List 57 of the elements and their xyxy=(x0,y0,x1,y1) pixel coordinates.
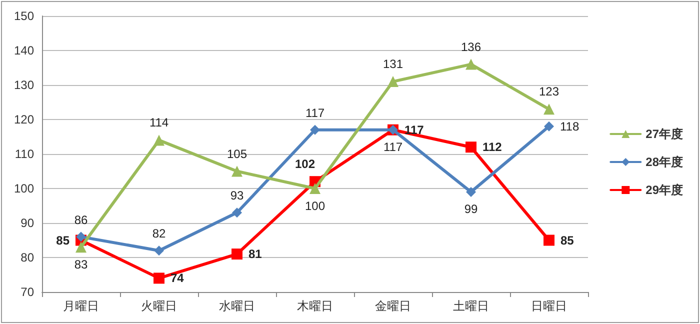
legend-label: 28年度 xyxy=(646,155,684,169)
data-label: 86 xyxy=(74,212,88,227)
data-label: 82 xyxy=(152,226,166,241)
data-label: 102 xyxy=(294,157,316,172)
point xyxy=(232,166,242,177)
point xyxy=(154,272,164,284)
x-tick-label: 土曜日 xyxy=(453,299,489,313)
point xyxy=(232,248,242,260)
x-tick-label: 金曜日 xyxy=(375,299,411,313)
point xyxy=(310,183,320,194)
point xyxy=(544,104,554,115)
data-label: 85 xyxy=(560,233,574,248)
data-label: 112 xyxy=(482,140,502,154)
data-label: 99 xyxy=(464,202,478,216)
y-tick-label: 90 xyxy=(20,216,34,230)
data-label: 117 xyxy=(383,140,403,154)
y-tick-label: 130 xyxy=(14,78,34,92)
point xyxy=(388,76,398,88)
y-tick-label: 120 xyxy=(14,112,34,126)
data-label: 118 xyxy=(560,119,580,134)
data-label: 117 xyxy=(305,106,325,120)
y-tick-label: 70 xyxy=(20,285,34,299)
point xyxy=(154,246,164,256)
data-label: 131 xyxy=(382,57,404,72)
data-label: 85 xyxy=(56,233,70,248)
y-tick-label: 100 xyxy=(14,182,34,196)
data-label: 100 xyxy=(304,199,326,213)
legend-label: 29年度 xyxy=(646,183,684,197)
y-tick-label: 80 xyxy=(20,250,34,264)
x-tick-label: 火曜日 xyxy=(141,299,177,313)
data-label: 136 xyxy=(460,40,482,54)
data-label: 83 xyxy=(74,258,88,272)
point xyxy=(154,134,164,146)
point xyxy=(310,124,320,135)
data-label: 117 xyxy=(404,122,424,137)
data-label: 74 xyxy=(170,271,184,286)
y-tick-label: 150 xyxy=(14,9,34,23)
y-tick-label: 140 xyxy=(14,44,34,58)
legend-label: 27年度 xyxy=(646,127,684,141)
data-label: 81 xyxy=(248,247,262,262)
point xyxy=(466,186,476,197)
x-tick-label: 水曜日 xyxy=(219,299,255,313)
y-tick-label: 110 xyxy=(14,147,34,161)
data-label: 123 xyxy=(538,84,560,99)
x-tick-label: 木曜日 xyxy=(297,299,333,313)
point xyxy=(466,142,476,153)
point xyxy=(544,234,554,246)
data-label: 93 xyxy=(230,188,244,203)
point xyxy=(544,121,554,132)
x-tick-label: 月曜日 xyxy=(63,299,99,313)
data-label: 105 xyxy=(226,146,248,161)
point xyxy=(76,232,86,242)
point xyxy=(466,58,476,70)
point xyxy=(232,208,242,218)
point xyxy=(76,242,86,253)
x-tick-label: 日曜日 xyxy=(531,299,567,313)
data-label: 114 xyxy=(149,116,169,130)
